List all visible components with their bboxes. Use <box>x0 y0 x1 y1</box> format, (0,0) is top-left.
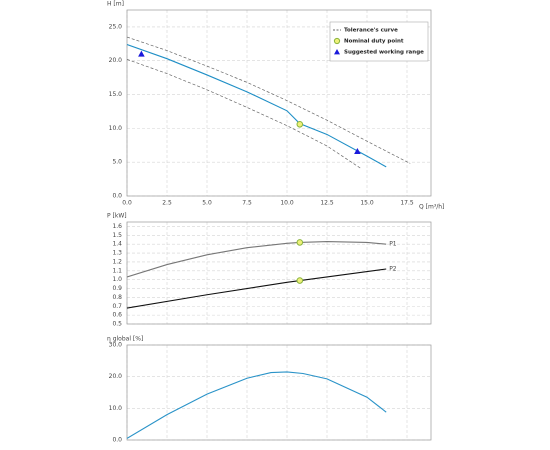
curve <box>126 36 411 164</box>
curve <box>126 268 387 309</box>
x-tick-label: 15.0 <box>360 200 374 207</box>
y-axis-label: H [m] <box>107 1 124 8</box>
y-axis-label: P [kW] <box>107 213 127 220</box>
legend-label: Nominal duty point <box>344 39 404 45</box>
range-marker <box>138 50 145 57</box>
y-tick-label: 0.0 <box>112 193 122 200</box>
y-tick-label: 5.0 <box>112 159 122 166</box>
x-tick-label: 17.5 <box>400 200 414 207</box>
y-tick-label: 25.0 <box>109 23 123 30</box>
duty-point <box>296 239 304 246</box>
y-tick-label: 0.6 <box>112 312 122 319</box>
y-tick-label: 15.0 <box>109 91 123 98</box>
plot-frame <box>126 344 432 441</box>
plot-frame <box>126 9 432 197</box>
legend-label: Tolerance's curve <box>344 28 398 34</box>
curve <box>126 371 387 439</box>
legend-box <box>329 21 429 62</box>
x-tick-label: 7.5 <box>242 200 252 207</box>
y-tick-label: 1.1 <box>112 267 122 274</box>
curve <box>126 240 387 278</box>
legend-marker <box>333 37 341 45</box>
y-tick-label: 1.6 <box>112 223 122 230</box>
y-tick-label: 20.0 <box>109 57 123 64</box>
series-label: P2 <box>389 266 397 273</box>
curve <box>126 43 387 168</box>
duty-point <box>296 121 304 128</box>
y-tick-label: 10.0 <box>109 125 123 132</box>
y-axis-label: η global [%] <box>107 336 143 343</box>
y-tick-label: 1.3 <box>112 250 122 257</box>
x-axis-label: Q [m³/h] <box>419 204 444 211</box>
y-tick-label: 1.2 <box>112 258 122 265</box>
y-tick-label: 20.0 <box>109 373 123 380</box>
y-tick-label: 1.0 <box>112 276 122 283</box>
y-tick-label: 1.4 <box>112 241 122 248</box>
curve <box>126 59 361 169</box>
y-tick-label: 10.0 <box>109 405 123 412</box>
y-tick-label: 0.9 <box>112 285 122 292</box>
plot-frame <box>126 221 432 325</box>
x-tick-label: 0.0 <box>122 200 132 207</box>
x-tick-label: 10.0 <box>280 200 294 207</box>
y-tick-label: 0.7 <box>112 303 122 310</box>
range-marker <box>354 148 361 154</box>
legend-label: Suggested working range <box>344 50 424 56</box>
series-label: P1 <box>389 241 397 248</box>
legend-marker <box>334 49 340 55</box>
x-tick-label: 2.5 <box>162 200 172 207</box>
y-tick-label: 0.0 <box>112 437 122 444</box>
x-tick-label: 5.0 <box>202 200 212 207</box>
y-tick-label: 0.5 <box>112 321 122 328</box>
y-tick-label: 0.8 <box>112 294 122 301</box>
duty-point <box>296 277 304 284</box>
x-tick-label: 12.5 <box>320 200 334 207</box>
y-tick-label: 1.5 <box>112 232 122 239</box>
y-tick-label: 30.0 <box>109 342 123 349</box>
